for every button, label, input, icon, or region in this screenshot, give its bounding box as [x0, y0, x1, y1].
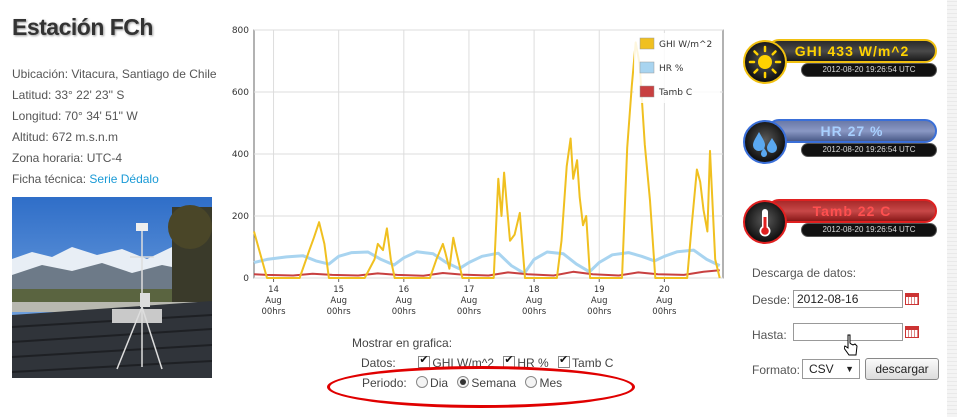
y-tick-label: 600: [232, 88, 249, 98]
x-tick-label: 18 Aug 00hrs: [522, 285, 547, 317]
hr-value: HR 27 %: [767, 119, 937, 143]
station-info: Ubicación: Vitacura, Santiago de Chile L…: [12, 64, 217, 190]
tamb-timestamp: 2012-08-20 19:26:54 UTC: [801, 223, 937, 237]
legend-swatch: [639, 61, 655, 74]
location-text: Ubicación: Vitacura, Santiago de Chile: [12, 67, 217, 81]
x-tick-label: 16 Aug 00hrs: [392, 285, 417, 317]
hr-widget: HR 27 % 2012-08-20 19:26:54 UTC: [743, 116, 943, 164]
legend-label: HR %: [659, 64, 684, 74]
from-label: Desde:: [752, 293, 791, 307]
sun-icon: [743, 40, 787, 84]
water-drops-icon: [743, 120, 787, 164]
x-tick-label: 15 Aug 00hrs: [327, 285, 352, 317]
mouse-cursor-icon: [844, 334, 858, 356]
station-title: Estación FCh: [12, 14, 153, 40]
x-tick-label: 19 Aug 00hrs: [587, 285, 612, 317]
legend-label: Tamb C: [658, 88, 692, 98]
legend-label: GHI W/m^2: [659, 40, 712, 50]
format-label: Formato:: [752, 363, 801, 377]
ghi-value: GHI 433 W/m^2: [767, 39, 937, 63]
series-line-ghi: [253, 41, 721, 279]
ghi-timestamp: 2012-08-20 19:26:54 UTC: [801, 63, 937, 77]
y-tick-label: 200: [232, 212, 249, 222]
to-label: Hasta:: [752, 328, 787, 342]
page-scrollbar[interactable]: [947, 0, 957, 417]
x-tick-label: 17 Aug 00hrs: [457, 285, 482, 317]
station-photo: [12, 197, 212, 378]
y-tick-label: 0: [243, 274, 249, 284]
from-date-input[interactable]: 2012-08-16: [793, 290, 903, 308]
format-select[interactable]: CSV ▼: [802, 359, 860, 379]
longitude-text: Longitud: 70° 34' 51'' W: [12, 109, 138, 123]
series-line-hr: [253, 248, 721, 275]
thermometer-icon: [743, 200, 787, 244]
to-calendar-icon[interactable]: [905, 326, 919, 338]
datasheet-link[interactable]: Serie Dédalo: [89, 172, 159, 186]
legend-swatch: [639, 85, 655, 98]
series-line-tamb: [253, 269, 720, 277]
tamb-checkbox-label: Tamb C: [572, 356, 614, 370]
y-tick-label: 400: [232, 150, 249, 160]
download-title: Descarga de datos:: [752, 266, 857, 280]
data-label: Datos:: [361, 356, 396, 370]
altitude-text: Altitud: 672 m.s.n.m: [12, 130, 119, 144]
timezone-text: Zona horaria: UTC-4: [12, 151, 123, 165]
format-select-value: CSV: [809, 362, 834, 376]
ghi-checkbox[interactable]: [418, 353, 431, 368]
from-calendar-icon[interactable]: [905, 293, 919, 305]
tamb-checkbox[interactable]: [558, 353, 571, 368]
time-series-chart: 0 200 400 600 800 14 Aug 00hrs 15 Aug 00hrs 16 Aug 0…: [222, 16, 730, 326]
highlight-ellipse: [327, 366, 635, 408]
ghi-widget: GHI 433 W/m^2 2012-08-20 19:26:54 UTC: [743, 36, 943, 84]
legend-swatch: [639, 37, 655, 50]
hr-timestamp: 2012-08-20 19:26:54 UTC: [801, 143, 937, 157]
datasheet-row: Ficha técnica: Serie Dédalo: [12, 169, 217, 190]
y-tick-label: 800: [232, 26, 249, 36]
datasheet-label: Ficha técnica:: [12, 172, 87, 186]
tamb-value: Tamb 22 C: [767, 199, 937, 223]
x-tick-label: 20 Aug 00hrs: [652, 285, 677, 317]
chevron-down-icon: ▼: [845, 364, 854, 374]
download-button[interactable]: descargar: [865, 358, 939, 380]
x-tick-label: 14 Aug 00hrs: [261, 285, 286, 317]
latitude-text: Latitud: 33° 22' 23'' S: [12, 88, 125, 102]
show-in-chart-label: Mostrar en grafica:: [352, 336, 453, 350]
tamb-widget: Tamb 22 C 2012-08-20 19:26:54 UTC: [743, 196, 943, 244]
